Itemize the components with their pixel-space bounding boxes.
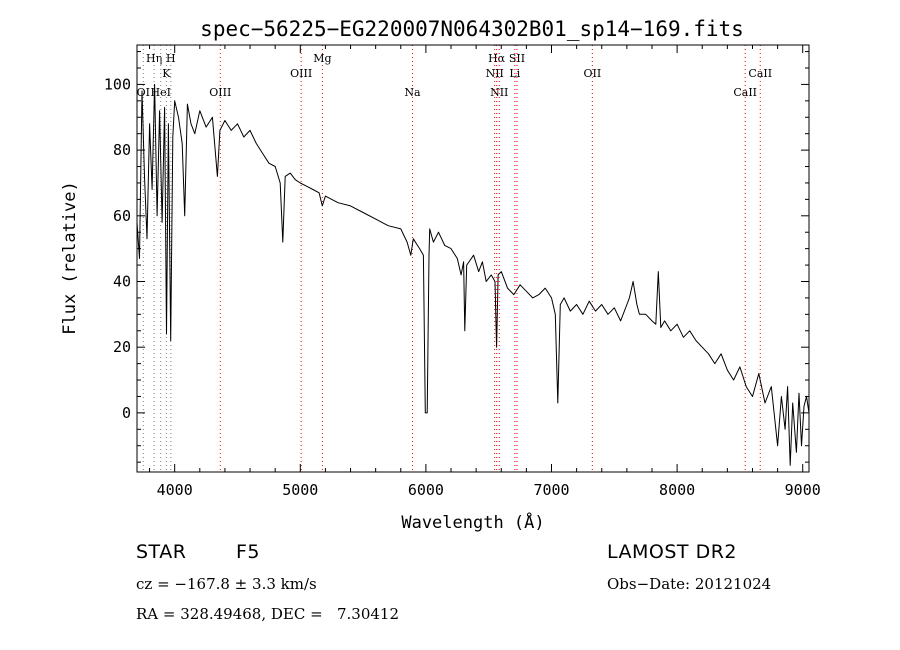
object-class: STAR <box>136 541 187 563</box>
redshift-readout: cz = −167.8 ± 3.3 km/s <box>136 575 317 593</box>
marker-label-3: K <box>162 67 171 80</box>
marker-label-11: NII <box>490 86 508 99</box>
spectrum-chart: spec−56225−EG220007N064302B01_sp14−169.f… <box>60 17 821 533</box>
spectrum-layer <box>136 83 810 466</box>
marker-label-2: HeI <box>151 86 171 99</box>
y-tick-label-3: 60 <box>113 207 131 225</box>
marker-label-16: CaII <box>748 67 772 80</box>
x-tick-label-0: 4000 <box>157 481 193 499</box>
y-axis-label: Flux (relative) <box>60 181 80 335</box>
marker-label-13: OII <box>583 67 601 80</box>
y-axis-ticks: 0 20 40 60 80 100 <box>104 51 809 463</box>
marker-label-14: SII <box>509 52 525 65</box>
marker-label-15: CaII <box>733 86 757 99</box>
chart-title: spec−56225−EG220007N064302B01_sp14−169.f… <box>200 17 744 41</box>
survey-name: LAMOST DR2 <box>607 541 737 563</box>
coordinates-readout: RA = 328.49468, DEC = 7.30412 <box>136 605 400 623</box>
x-tick-label-3: 7000 <box>533 481 569 499</box>
x-tick-label-2: 6000 <box>408 481 444 499</box>
x-axis-label: Wavelength (Å) <box>401 511 544 533</box>
marker-label-5: OIII <box>209 86 231 99</box>
marker-label-6: OIII <box>290 67 312 80</box>
y-tick-label-0: 0 <box>122 404 131 422</box>
marker-label-1: Hη <box>146 52 162 65</box>
spectrum-line <box>136 83 810 466</box>
observation-date: Obs−Date: 20121024 <box>607 575 772 593</box>
y-tick-label-5: 100 <box>104 75 131 93</box>
marker-label-4: H <box>166 52 176 65</box>
y-tick-label-2: 40 <box>113 272 131 290</box>
x-tick-label-1: 5000 <box>282 481 318 499</box>
marker-label-7: Mg <box>313 52 331 65</box>
marker-label-0: OI <box>137 86 150 99</box>
plot-frame <box>136 44 810 473</box>
object-subclass: F5 <box>236 541 261 563</box>
marker-label-12: Li <box>509 67 520 80</box>
y-tick-label-1: 20 <box>113 338 131 356</box>
marker-label-9: Hα <box>488 52 506 65</box>
marker-label-10: NII <box>486 67 504 80</box>
x-tick-label-4: 8000 <box>659 481 695 499</box>
x-axis-ticks: 4000 5000 6000 7000 8000 9000 <box>149 45 821 499</box>
x-tick-label-5: 9000 <box>785 481 821 499</box>
y-tick-label-4: 80 <box>113 141 131 159</box>
marker-label-8: Na <box>404 86 421 99</box>
